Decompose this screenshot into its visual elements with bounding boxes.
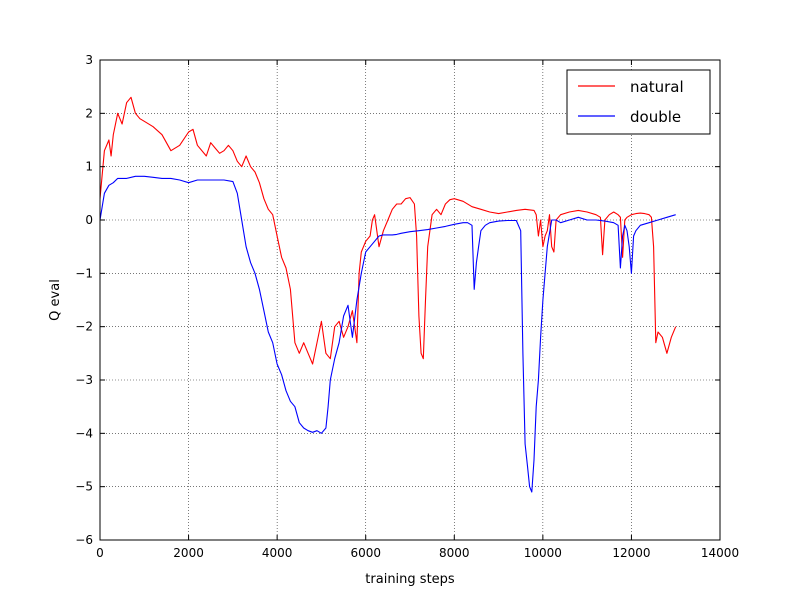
plot-area-frame [99,59,721,541]
x-tick-label: 12000 [612,546,650,560]
series-line-double [99,175,676,493]
x-axis-title: training steps [365,572,455,587]
x-tick-label: 14000 [701,546,739,560]
legend-label-double: double [630,108,681,126]
grid-lines [100,60,720,540]
x-tick-label: 6000 [350,546,381,560]
y-tick-label: 2 [85,106,93,120]
legend-label-natural: natural [630,78,684,96]
tick-marks [99,59,721,541]
x-tick-label: 2000 [173,546,204,560]
y-tick-label: −3 [75,373,93,387]
x-tick-label: 0 [96,546,104,560]
y-axis-title: Q eval [48,279,63,321]
y-tick-label: −1 [75,266,93,280]
y-tick-label: −6 [75,533,93,547]
x-tick-label: 10000 [524,546,562,560]
x-tick-labels: 0 2000 4000 6000 8000 10000 12000 14000 [96,546,739,560]
legend-box [566,69,711,135]
y-tick-label: 1 [85,160,93,174]
legend: natural double [566,69,711,135]
y-tick-label: −4 [75,426,93,440]
y-tick-label: −5 [75,480,93,494]
series-layer [99,96,677,493]
y-tick-label: −2 [75,320,93,334]
series-line-natural [99,96,677,365]
x-tick-label: 4000 [262,546,293,560]
y-tick-label: 0 [85,213,93,227]
y-tick-labels: −6 −5 −4 −3 −2 −1 0 1 2 3 [75,53,93,547]
x-tick-label: 8000 [439,546,470,560]
y-tick-label: 3 [85,53,93,67]
